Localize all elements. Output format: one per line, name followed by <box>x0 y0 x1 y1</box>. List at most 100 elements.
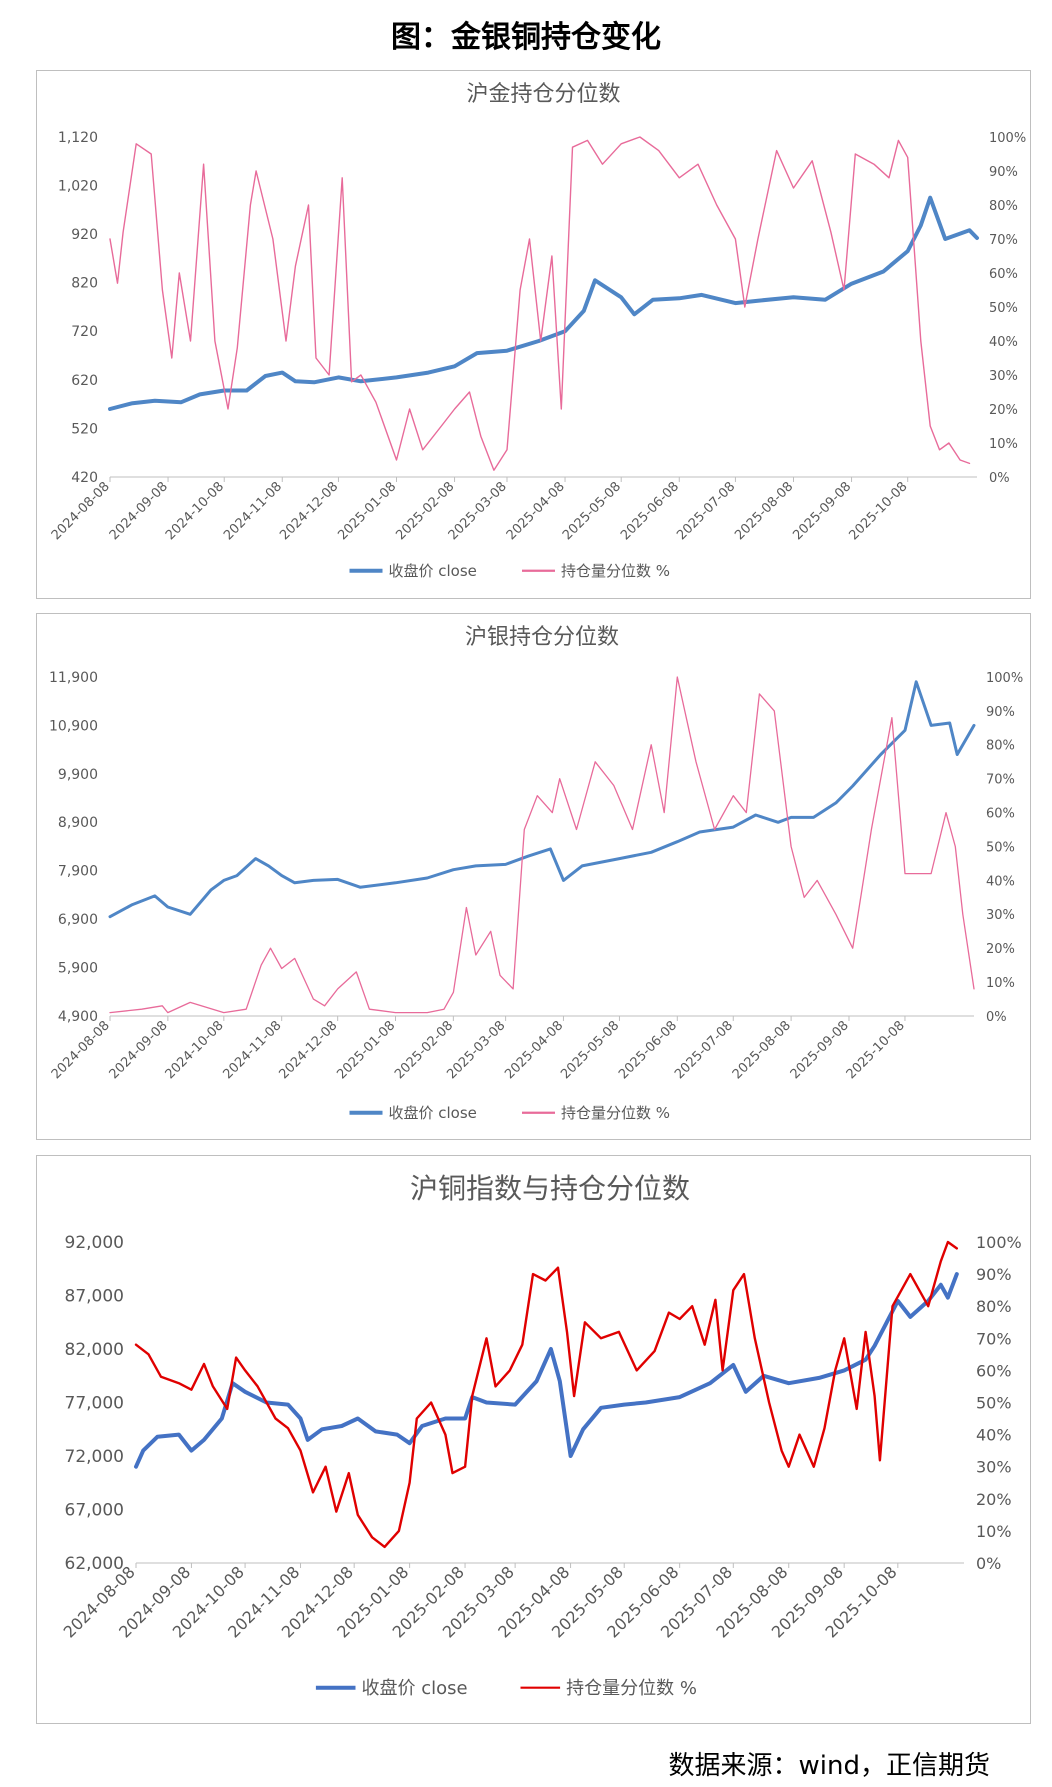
x-tick-label: 2024-12-08 <box>277 479 341 543</box>
chart-svg: 沪铜指数与持仓分位数 62,000 67,000 72,000 77,000 82,000… <box>60 1172 1022 1699</box>
chart-svg: 沪银持仓分位数 4,900 5,900 6,900 7,900 8,900 9,900 10,… <box>49 625 1023 1122</box>
y-left-tick-label: 720 <box>71 324 98 340</box>
gold-chart-panel: 沪金持仓分位数 420 520 620 720 820 920 1,020 1,120 0% 10%… <box>36 70 1031 599</box>
y-right-tick-label: 50% <box>989 301 1018 316</box>
y-right-tick-label: 80% <box>976 1297 1012 1316</box>
y-right-tick-label: 30% <box>989 369 1018 384</box>
x-tick-label: 2025-07-08 <box>672 1018 736 1082</box>
y-right-tick-label: 0% <box>989 471 1010 486</box>
y-right-tick-label: 20% <box>976 1490 1012 1509</box>
x-tick-label: 2024-09-08 <box>107 1018 171 1082</box>
y-left-tick-label: 420 <box>71 470 98 486</box>
x-tick-label: 2024-09-08 <box>107 479 171 543</box>
legend-position-label: 持仓量分位数 % <box>561 562 670 580</box>
y-right-tick-label: 90% <box>986 705 1015 720</box>
chart-title: 沪铜指数与持仓分位数 <box>410 1172 690 1205</box>
x-tick-label: 2025-01-08 <box>335 479 399 543</box>
chart-title: 沪金持仓分位数 <box>466 82 620 107</box>
y-right-tick-label: 30% <box>986 908 1015 923</box>
x-tick-label: 2025-10-08 <box>847 479 911 543</box>
y-right-tick-label: 90% <box>976 1265 1012 1284</box>
silver-chart-panel: 沪银持仓分位数 4,900 5,900 6,900 7,900 8,900 9,900 10,… <box>36 613 1031 1140</box>
x-tick-label: 2024-11-08 <box>220 1018 284 1082</box>
chart-svg: 沪金持仓分位数 420 520 620 720 820 920 1,020 1,120 0% 10%… <box>49 82 1026 580</box>
y-left-tick-label: 4,900 <box>58 1009 98 1025</box>
y-right-tick-label: 100% <box>989 131 1026 146</box>
x-tick-label: 2025-06-08 <box>616 1018 680 1082</box>
series-close-line <box>134 1272 959 1469</box>
y-right-tick-label: 70% <box>989 233 1018 248</box>
x-tick-label: 2025-05-08 <box>560 479 624 543</box>
x-tick-label: 2024-10-08 <box>163 1018 227 1082</box>
x-tick-label: 2024-10-08 <box>163 479 227 543</box>
x-tick-label: 2025-09-08 <box>788 1018 852 1082</box>
legend-close-label: 收盘价 close <box>389 562 477 580</box>
data-source-note: 数据来源：wind，正信期货 <box>668 1751 990 1781</box>
y-right-tick-label: 0% <box>986 1010 1007 1025</box>
x-tick-label: 2025-10-08 <box>844 1018 908 1082</box>
y-right-tick-label: 100% <box>976 1233 1022 1252</box>
x-tick-label: 2025-05-08 <box>558 1018 622 1082</box>
y-right-tick-label: 40% <box>976 1426 1012 1445</box>
x-tick-label: 2024-11-08 <box>221 479 285 543</box>
y-left-tick-label: 7,900 <box>58 864 98 880</box>
y-left-tick-label: 6,900 <box>58 912 98 928</box>
y-right-tick-label: 70% <box>976 1329 1012 1348</box>
y-left-tick-label: 1,020 <box>58 178 98 194</box>
x-tick-label: 2025-07-08 <box>674 479 738 543</box>
y-right-tick-label: 40% <box>986 874 1015 889</box>
x-tick-label: 2024-12-08 <box>276 1018 340 1082</box>
series-position-line <box>134 1240 958 1549</box>
y-right-tick-label: 20% <box>986 942 1015 957</box>
y-left-tick-label: 92,000 <box>65 1233 124 1253</box>
series-close-line <box>108 195 979 411</box>
legend-close-label: 收盘价 close <box>389 1104 477 1122</box>
x-tick-label: 2025-08-08 <box>732 479 796 543</box>
y-right-tick-label: 60% <box>986 807 1015 822</box>
legend-close-label: 收盘价 close <box>362 1678 468 1699</box>
copper-chart-panel: 沪铜指数与持仓分位数 62,000 67,000 72,000 77,000 82,000… <box>36 1155 1031 1724</box>
y-right-tick-label: 50% <box>976 1393 1012 1412</box>
y-left-tick-label: 5,900 <box>58 960 98 976</box>
y-left-tick-label: 9,900 <box>58 767 98 783</box>
y-right-tick-label: 10% <box>986 976 1015 991</box>
y-left-tick-label: 77,000 <box>65 1393 124 1413</box>
legend-position-label: 持仓量分位数 % <box>566 1678 697 1699</box>
x-tick-label: 2025-09-08 <box>790 479 854 543</box>
y-right-tick-label: 20% <box>989 403 1018 418</box>
y-right-tick-label: 80% <box>989 199 1018 214</box>
y-left-tick-label: 72,000 <box>65 1447 124 1467</box>
legend-position-label: 持仓量分位数 % <box>561 1104 670 1122</box>
y-right-tick-label: 50% <box>986 840 1015 855</box>
y-right-tick-label: 60% <box>976 1361 1012 1380</box>
y-right-tick-label: 30% <box>976 1458 1012 1477</box>
x-tick-label: 2025-04-08 <box>504 479 568 543</box>
y-right-tick-label: 60% <box>989 267 1018 282</box>
y-right-tick-label: 10% <box>989 437 1018 452</box>
series-close-line <box>108 680 976 919</box>
y-left-tick-label: 67,000 <box>65 1500 124 1520</box>
y-left-tick-label: 520 <box>71 421 98 437</box>
y-left-tick-label: 820 <box>71 276 98 292</box>
y-right-tick-label: 10% <box>976 1522 1012 1541</box>
y-right-tick-label: 80% <box>986 739 1015 754</box>
chart-title: 沪银持仓分位数 <box>465 625 619 650</box>
y-left-tick-label: 62,000 <box>65 1554 124 1574</box>
y-left-tick-label: 10,900 <box>49 718 98 734</box>
y-right-tick-label: 70% <box>986 773 1015 788</box>
y-left-tick-label: 1,120 <box>58 130 98 146</box>
y-right-tick-label: 40% <box>989 335 1018 350</box>
y-left-tick-label: 8,900 <box>58 815 98 831</box>
y-left-tick-label: 87,000 <box>65 1286 124 1306</box>
y-right-tick-label: 100% <box>986 671 1023 686</box>
y-left-tick-label: 620 <box>71 373 98 389</box>
y-left-tick-label: 11,900 <box>49 670 98 686</box>
y-right-tick-label: 0% <box>976 1554 1001 1573</box>
x-tick-label: 2024-08-08 <box>49 1018 113 1082</box>
x-tick-label: 2025-04-08 <box>502 1018 566 1082</box>
x-tick-label: 2025-08-08 <box>730 1018 794 1082</box>
series-position-line <box>109 136 971 471</box>
y-left-tick-label: 920 <box>71 227 98 243</box>
series-position-line <box>109 676 975 1014</box>
x-tick-label: 2025-06-08 <box>618 479 682 543</box>
